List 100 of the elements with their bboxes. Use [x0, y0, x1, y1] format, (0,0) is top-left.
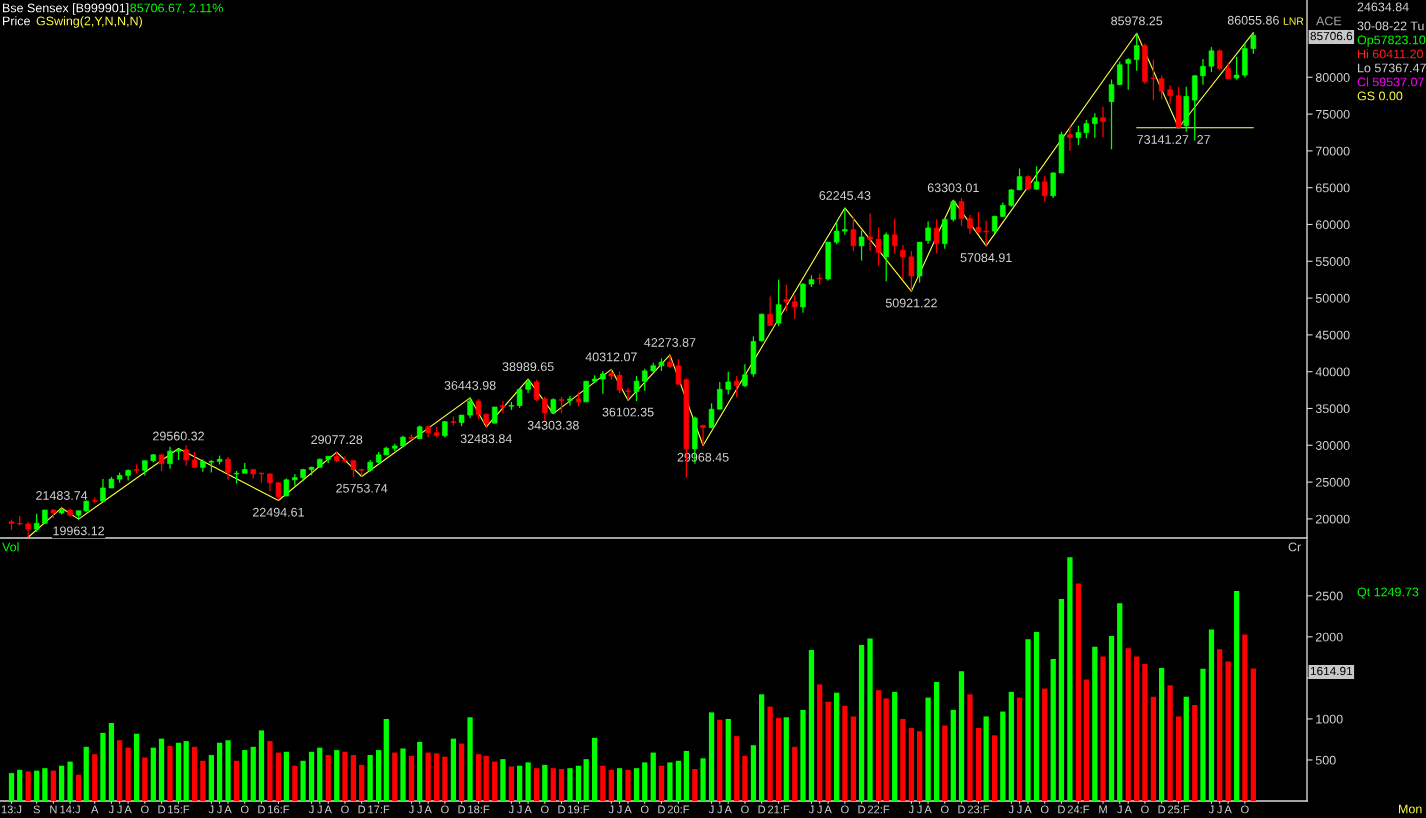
bar	[858, 645, 865, 801]
candlestick	[542, 396, 548, 422]
bar	[242, 750, 248, 801]
x-tick-label: 20:F	[667, 805, 690, 814]
y-tick-label: 2000	[1315, 632, 1343, 642]
bar	[133, 733, 140, 801]
bar	[1158, 668, 1165, 801]
bar	[516, 765, 523, 801]
chart-title: Bse Sensex [B999901]	[3, 3, 129, 15]
bar	[842, 705, 848, 801]
data-label: 40312.07	[585, 352, 637, 362]
x-tick-label: D	[258, 805, 265, 814]
data-label: 50921.22	[885, 298, 937, 308]
bar	[975, 727, 982, 801]
bar	[1033, 631, 1040, 801]
bar	[767, 706, 773, 801]
candlestick	[933, 218, 940, 254]
bar	[1008, 691, 1014, 801]
y-tick-label: 55000	[1315, 257, 1350, 266]
bar	[400, 748, 406, 801]
bar	[1208, 629, 1215, 801]
bar	[34, 770, 40, 801]
data-label: 34303.38	[527, 420, 579, 430]
bar	[1058, 599, 1065, 801]
x-tick-label: D	[658, 805, 665, 814]
x-tick-label: 16:F	[268, 805, 290, 814]
candlestick	[891, 217, 898, 255]
bar	[942, 725, 948, 801]
candlestick	[567, 395, 573, 407]
x-tick-label: A	[624, 805, 632, 814]
candlestick	[1108, 78, 1115, 151]
candlestick	[833, 220, 840, 245]
candlestick	[792, 294, 798, 320]
candlestick	[100, 478, 106, 503]
x-tick-label: J	[408, 805, 414, 814]
x-tick-label: J	[216, 805, 222, 814]
bar	[675, 760, 682, 801]
bar	[492, 761, 498, 801]
bar	[650, 752, 656, 801]
bar	[950, 709, 956, 801]
candlestick	[858, 229, 865, 262]
bar	[17, 769, 23, 801]
data-label: 86055.86	[1227, 15, 1279, 25]
candlestick	[292, 473, 298, 487]
bar	[925, 697, 931, 801]
bar	[1000, 711, 1006, 801]
bar	[875, 690, 882, 801]
data-label: 85978.25	[1111, 16, 1163, 26]
bar	[467, 717, 473, 801]
bar	[275, 752, 282, 801]
candlestick	[1117, 61, 1123, 86]
x-tick-label: A	[824, 805, 832, 814]
bar	[775, 718, 782, 801]
bar	[1167, 685, 1173, 801]
x-tick-label: D	[858, 805, 866, 814]
candlestick	[708, 402, 715, 429]
bar	[334, 750, 340, 801]
x-tick-label: J	[1008, 805, 1014, 814]
bar	[108, 723, 115, 801]
x-tick-label: A	[524, 805, 532, 814]
candlestick	[975, 211, 982, 234]
bar	[1117, 603, 1123, 801]
bar	[625, 769, 631, 801]
bar	[183, 741, 189, 801]
candlestick	[225, 456, 231, 481]
candlestick	[625, 387, 631, 401]
bar	[367, 755, 373, 801]
x-tick-label: D	[158, 805, 166, 814]
bar	[725, 718, 731, 801]
bar	[933, 681, 940, 801]
annotation: Price	[3, 16, 30, 26]
bar	[100, 732, 106, 801]
bar	[692, 768, 698, 801]
x-tick-label: D	[958, 805, 965, 814]
candlestick	[967, 214, 973, 235]
bar	[1142, 663, 1148, 801]
x-tick-label: O	[141, 805, 149, 814]
x-tick-label: J	[508, 805, 514, 814]
bar	[750, 745, 757, 801]
bar	[75, 774, 82, 801]
bar	[1217, 649, 1223, 801]
candlestick	[642, 368, 648, 392]
x-tick-label: A	[324, 805, 332, 814]
bar	[1200, 668, 1206, 801]
bar	[458, 743, 465, 801]
bar	[1225, 661, 1231, 801]
x-tick-label: 21:F	[768, 805, 790, 814]
bar	[1183, 696, 1189, 801]
bar	[583, 759, 589, 801]
bar	[350, 755, 357, 801]
bar	[233, 760, 240, 801]
candlestick	[600, 370, 606, 395]
x-tick-label: J	[108, 805, 114, 814]
bar	[1134, 656, 1140, 801]
candlestick	[616, 371, 623, 394]
x-tick-label: J	[117, 805, 122, 814]
bar	[900, 718, 906, 801]
x-tick-label: J	[908, 805, 914, 814]
bar	[642, 762, 648, 801]
bar	[1075, 583, 1082, 801]
